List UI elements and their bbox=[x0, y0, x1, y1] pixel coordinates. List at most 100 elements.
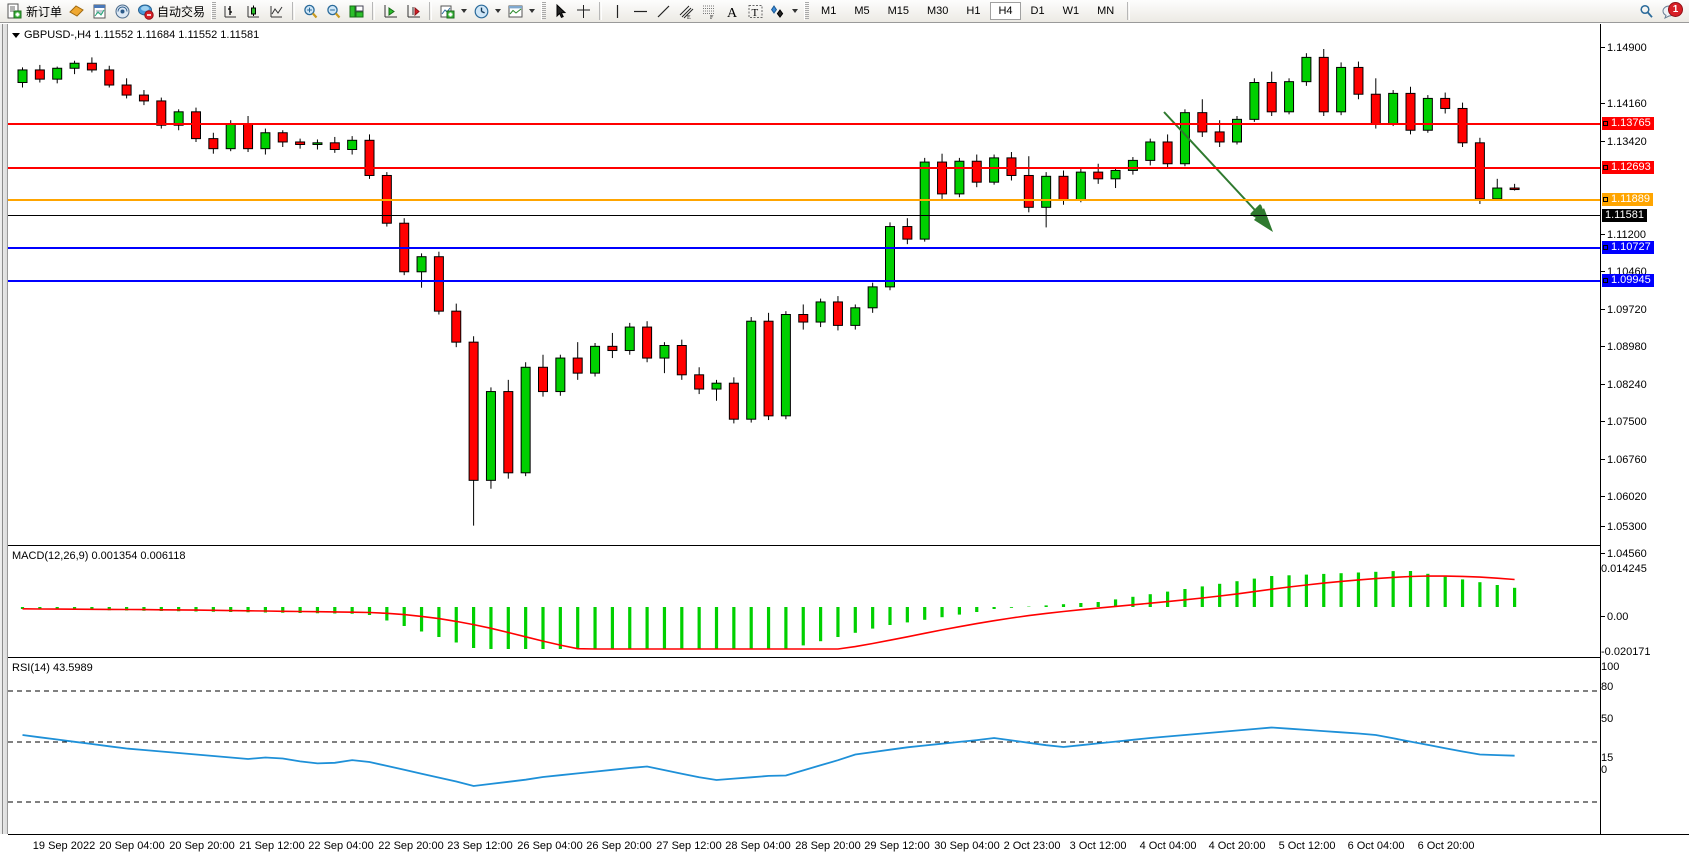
candle bbox=[1405, 92, 1416, 131]
price-tag-support-1[interactable]: 1.10727 bbox=[1602, 241, 1654, 254]
candle bbox=[312, 142, 323, 145]
time-label: 4 Oct 20:00 bbox=[1208, 840, 1266, 852]
shapes-dropdown-caret[interactable] bbox=[792, 9, 799, 13]
candle bbox=[1110, 169, 1121, 180]
toolbar-grip-2[interactable] bbox=[541, 2, 547, 20]
level-line-1-11581-current[interactable] bbox=[8, 215, 1600, 216]
level-line-1-11889[interactable] bbox=[8, 199, 1600, 201]
timeframe-m5[interactable]: M5 bbox=[854, 5, 870, 17]
autoscroll-button[interactable] bbox=[402, 1, 425, 22]
toolbar-grip-3[interactable] bbox=[804, 2, 810, 20]
line-chart-button[interactable] bbox=[265, 1, 288, 22]
collapse-triangle-icon[interactable] bbox=[12, 32, 20, 38]
rsi-line bbox=[22, 726, 1515, 787]
new-order-button[interactable]: 新订单 bbox=[3, 1, 65, 22]
text-label-button[interactable]: T bbox=[744, 1, 767, 22]
level-line-1-13765[interactable] bbox=[8, 123, 1600, 125]
candle bbox=[1284, 81, 1295, 113]
price-tick: 1.08980 bbox=[1601, 342, 1647, 353]
line-chart-icon bbox=[268, 3, 285, 20]
price-scale[interactable]: 1.14900 1.14160 1.13420 1.11200 1.10460 … bbox=[1600, 24, 1689, 834]
equidistant-channel-button[interactable]: E bbox=[675, 1, 698, 22]
price-tick: 1.05300 bbox=[1601, 522, 1647, 533]
zoom-out-icon bbox=[325, 3, 342, 20]
fibonacci-button[interactable]: F bbox=[698, 1, 721, 22]
timeframe-h4[interactable]: H4 bbox=[990, 2, 1021, 20]
candle bbox=[208, 138, 219, 150]
chart-left-gutter bbox=[0, 24, 8, 834]
level-line-1-10727[interactable] bbox=[8, 247, 1600, 249]
candle bbox=[1301, 56, 1312, 83]
cursor-button[interactable] bbox=[549, 1, 572, 22]
timeframe-m1[interactable]: M1 bbox=[821, 5, 837, 17]
equidistant-channel-icon: E bbox=[678, 3, 695, 20]
auto-trading-button[interactable]: 自动交易 bbox=[134, 1, 208, 22]
time-label: 2 Oct 23:00 bbox=[1003, 840, 1061, 852]
toolbar-grip-1[interactable] bbox=[211, 2, 217, 20]
tile-windows-button[interactable] bbox=[345, 1, 368, 22]
search-icon[interactable] bbox=[1638, 3, 1655, 20]
crosshair-button[interactable] bbox=[572, 1, 595, 22]
bar-chart-button[interactable] bbox=[219, 1, 242, 22]
timeframe-d1[interactable]: D1 bbox=[1030, 5, 1045, 17]
macd-pane-top-separator bbox=[8, 545, 1689, 546]
candle bbox=[728, 382, 739, 420]
candle bbox=[1093, 171, 1104, 180]
rsi-chart-canvas[interactable] bbox=[8, 660, 1599, 835]
timeframe-h1[interactable]: H1 bbox=[966, 5, 981, 17]
alerts-icon[interactable]: 1 bbox=[1661, 1, 1683, 20]
candle bbox=[225, 123, 236, 150]
svg-text:T: T bbox=[752, 7, 759, 19]
trend-line-button[interactable] bbox=[652, 1, 675, 22]
vertical-line-button[interactable] bbox=[606, 1, 629, 22]
macd-chart-canvas[interactable] bbox=[8, 549, 1599, 661]
shift-chart-button[interactable] bbox=[379, 1, 402, 22]
timeframe-mn[interactable]: MN bbox=[1097, 5, 1115, 17]
text-icon: A bbox=[724, 3, 741, 20]
data-window-icon bbox=[91, 3, 108, 20]
price-tag-resistance-1[interactable]: 1.13765 bbox=[1602, 117, 1654, 130]
data-window-button[interactable] bbox=[88, 1, 111, 22]
time-label: 26 Sep 20:00 bbox=[586, 840, 652, 852]
price-tag-current-price[interactable]: 1.11581 bbox=[1602, 209, 1647, 222]
time-label: 26 Sep 04:00 bbox=[517, 840, 583, 852]
svg-text:A: A bbox=[727, 6, 738, 20]
timeframe-w1[interactable]: W1 bbox=[1062, 5, 1080, 17]
templates-button[interactable] bbox=[504, 1, 538, 22]
periods-button[interactable] bbox=[470, 1, 504, 22]
level-line-1-12693[interactable] bbox=[8, 167, 1600, 169]
candle bbox=[520, 366, 531, 474]
price-tag-pivot[interactable]: 1.11889 bbox=[1602, 193, 1653, 206]
candlestick-chart-button[interactable] bbox=[242, 1, 265, 22]
candle bbox=[69, 62, 80, 69]
time-label: 28 Sep 04:00 bbox=[725, 840, 791, 852]
candle bbox=[971, 160, 982, 183]
candle bbox=[1457, 107, 1468, 144]
zoom-out-button[interactable] bbox=[322, 1, 345, 22]
fibonacci-icon: F bbox=[701, 3, 718, 20]
periods-dropdown-caret[interactable] bbox=[495, 9, 502, 13]
price-tag-support-2[interactable]: 1.09945 bbox=[1602, 274, 1654, 287]
timeframe-m30[interactable]: M30 bbox=[927, 5, 949, 17]
bearish-trend-arrow[interactable] bbox=[1163, 111, 1273, 232]
text-button[interactable]: A bbox=[721, 1, 744, 22]
time-label: 20 Sep 20:00 bbox=[169, 840, 235, 852]
level-line-1-09945[interactable] bbox=[8, 280, 1600, 282]
price-tag-resistance-2[interactable]: 1.12693 bbox=[1602, 161, 1654, 174]
time-label: 20 Sep 04:00 bbox=[99, 840, 165, 852]
time-axis[interactable]: 19 Sep 2022 20 Sep 04:00 20 Sep 20:00 21… bbox=[8, 834, 1689, 855]
chart-window: GBPUSD-,H4 1.11552 1.11684 1.11552 1.115… bbox=[0, 23, 1689, 855]
templates-dropdown-caret[interactable] bbox=[529, 9, 536, 13]
candlestick-series bbox=[17, 49, 1520, 526]
horizontal-line-button[interactable] bbox=[629, 1, 652, 22]
candle bbox=[815, 301, 826, 323]
indicators-dropdown-caret[interactable] bbox=[461, 9, 468, 13]
price-chart-canvas[interactable] bbox=[8, 24, 1607, 569]
indicators-button[interactable] bbox=[436, 1, 470, 22]
shapes-button[interactable] bbox=[767, 1, 801, 22]
zoom-in-button[interactable] bbox=[299, 1, 322, 22]
signals-button[interactable] bbox=[111, 1, 134, 22]
candle bbox=[1249, 82, 1260, 120]
timeframe-m15[interactable]: M15 bbox=[887, 5, 909, 17]
expert-advisor-button[interactable] bbox=[65, 1, 88, 22]
